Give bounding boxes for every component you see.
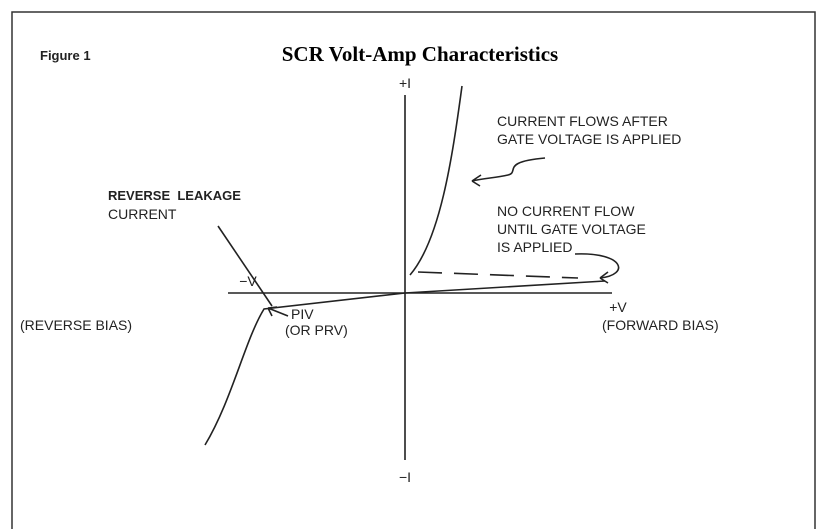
reverse-curve xyxy=(204,292,406,446)
arrow xyxy=(471,157,546,182)
arrowhead xyxy=(471,174,482,187)
annotation: GATE VOLTAGE IS APPLIED xyxy=(497,131,681,147)
arrowhead xyxy=(599,271,609,284)
annotation: CURRENT FLOWS AFTER xyxy=(497,113,668,129)
annotation: (OR PRV) xyxy=(285,322,348,338)
title: SCR Volt-Amp Characteristics xyxy=(282,42,558,66)
x-positive-label: +V xyxy=(609,299,627,315)
y-positive-label: +I xyxy=(399,75,411,91)
annotation: NO CURRENT FLOW xyxy=(497,203,635,219)
x-negative-note: (REVERSE BIAS) xyxy=(20,317,132,333)
y-negative-label: −I xyxy=(399,469,411,485)
annotation: CURRENT xyxy=(108,206,177,222)
piv-arrow xyxy=(267,306,289,317)
figure-label: Figure 1 xyxy=(40,48,91,63)
leakage-curve xyxy=(404,280,606,294)
annotation: REVERSE LEAKAGE xyxy=(108,188,241,203)
annotation: PIV xyxy=(291,306,314,322)
annotation: UNTIL GATE VOLTAGE xyxy=(497,221,646,237)
dashed-line xyxy=(417,271,579,279)
x-positive-note: (FORWARD BIAS) xyxy=(602,317,719,333)
forward-curve xyxy=(409,85,463,276)
leader-line xyxy=(217,225,273,307)
annotation: IS APPLIED xyxy=(497,239,572,255)
frame xyxy=(11,11,816,529)
arrow xyxy=(574,253,620,279)
